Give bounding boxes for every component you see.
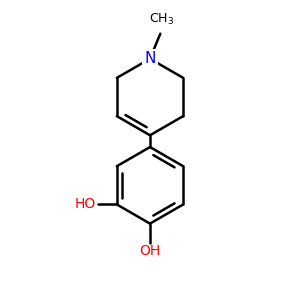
Text: HO: HO <box>75 197 96 212</box>
Text: N: N <box>144 51 156 66</box>
Text: CH$_3$: CH$_3$ <box>149 12 174 27</box>
Text: OH: OH <box>140 244 160 258</box>
